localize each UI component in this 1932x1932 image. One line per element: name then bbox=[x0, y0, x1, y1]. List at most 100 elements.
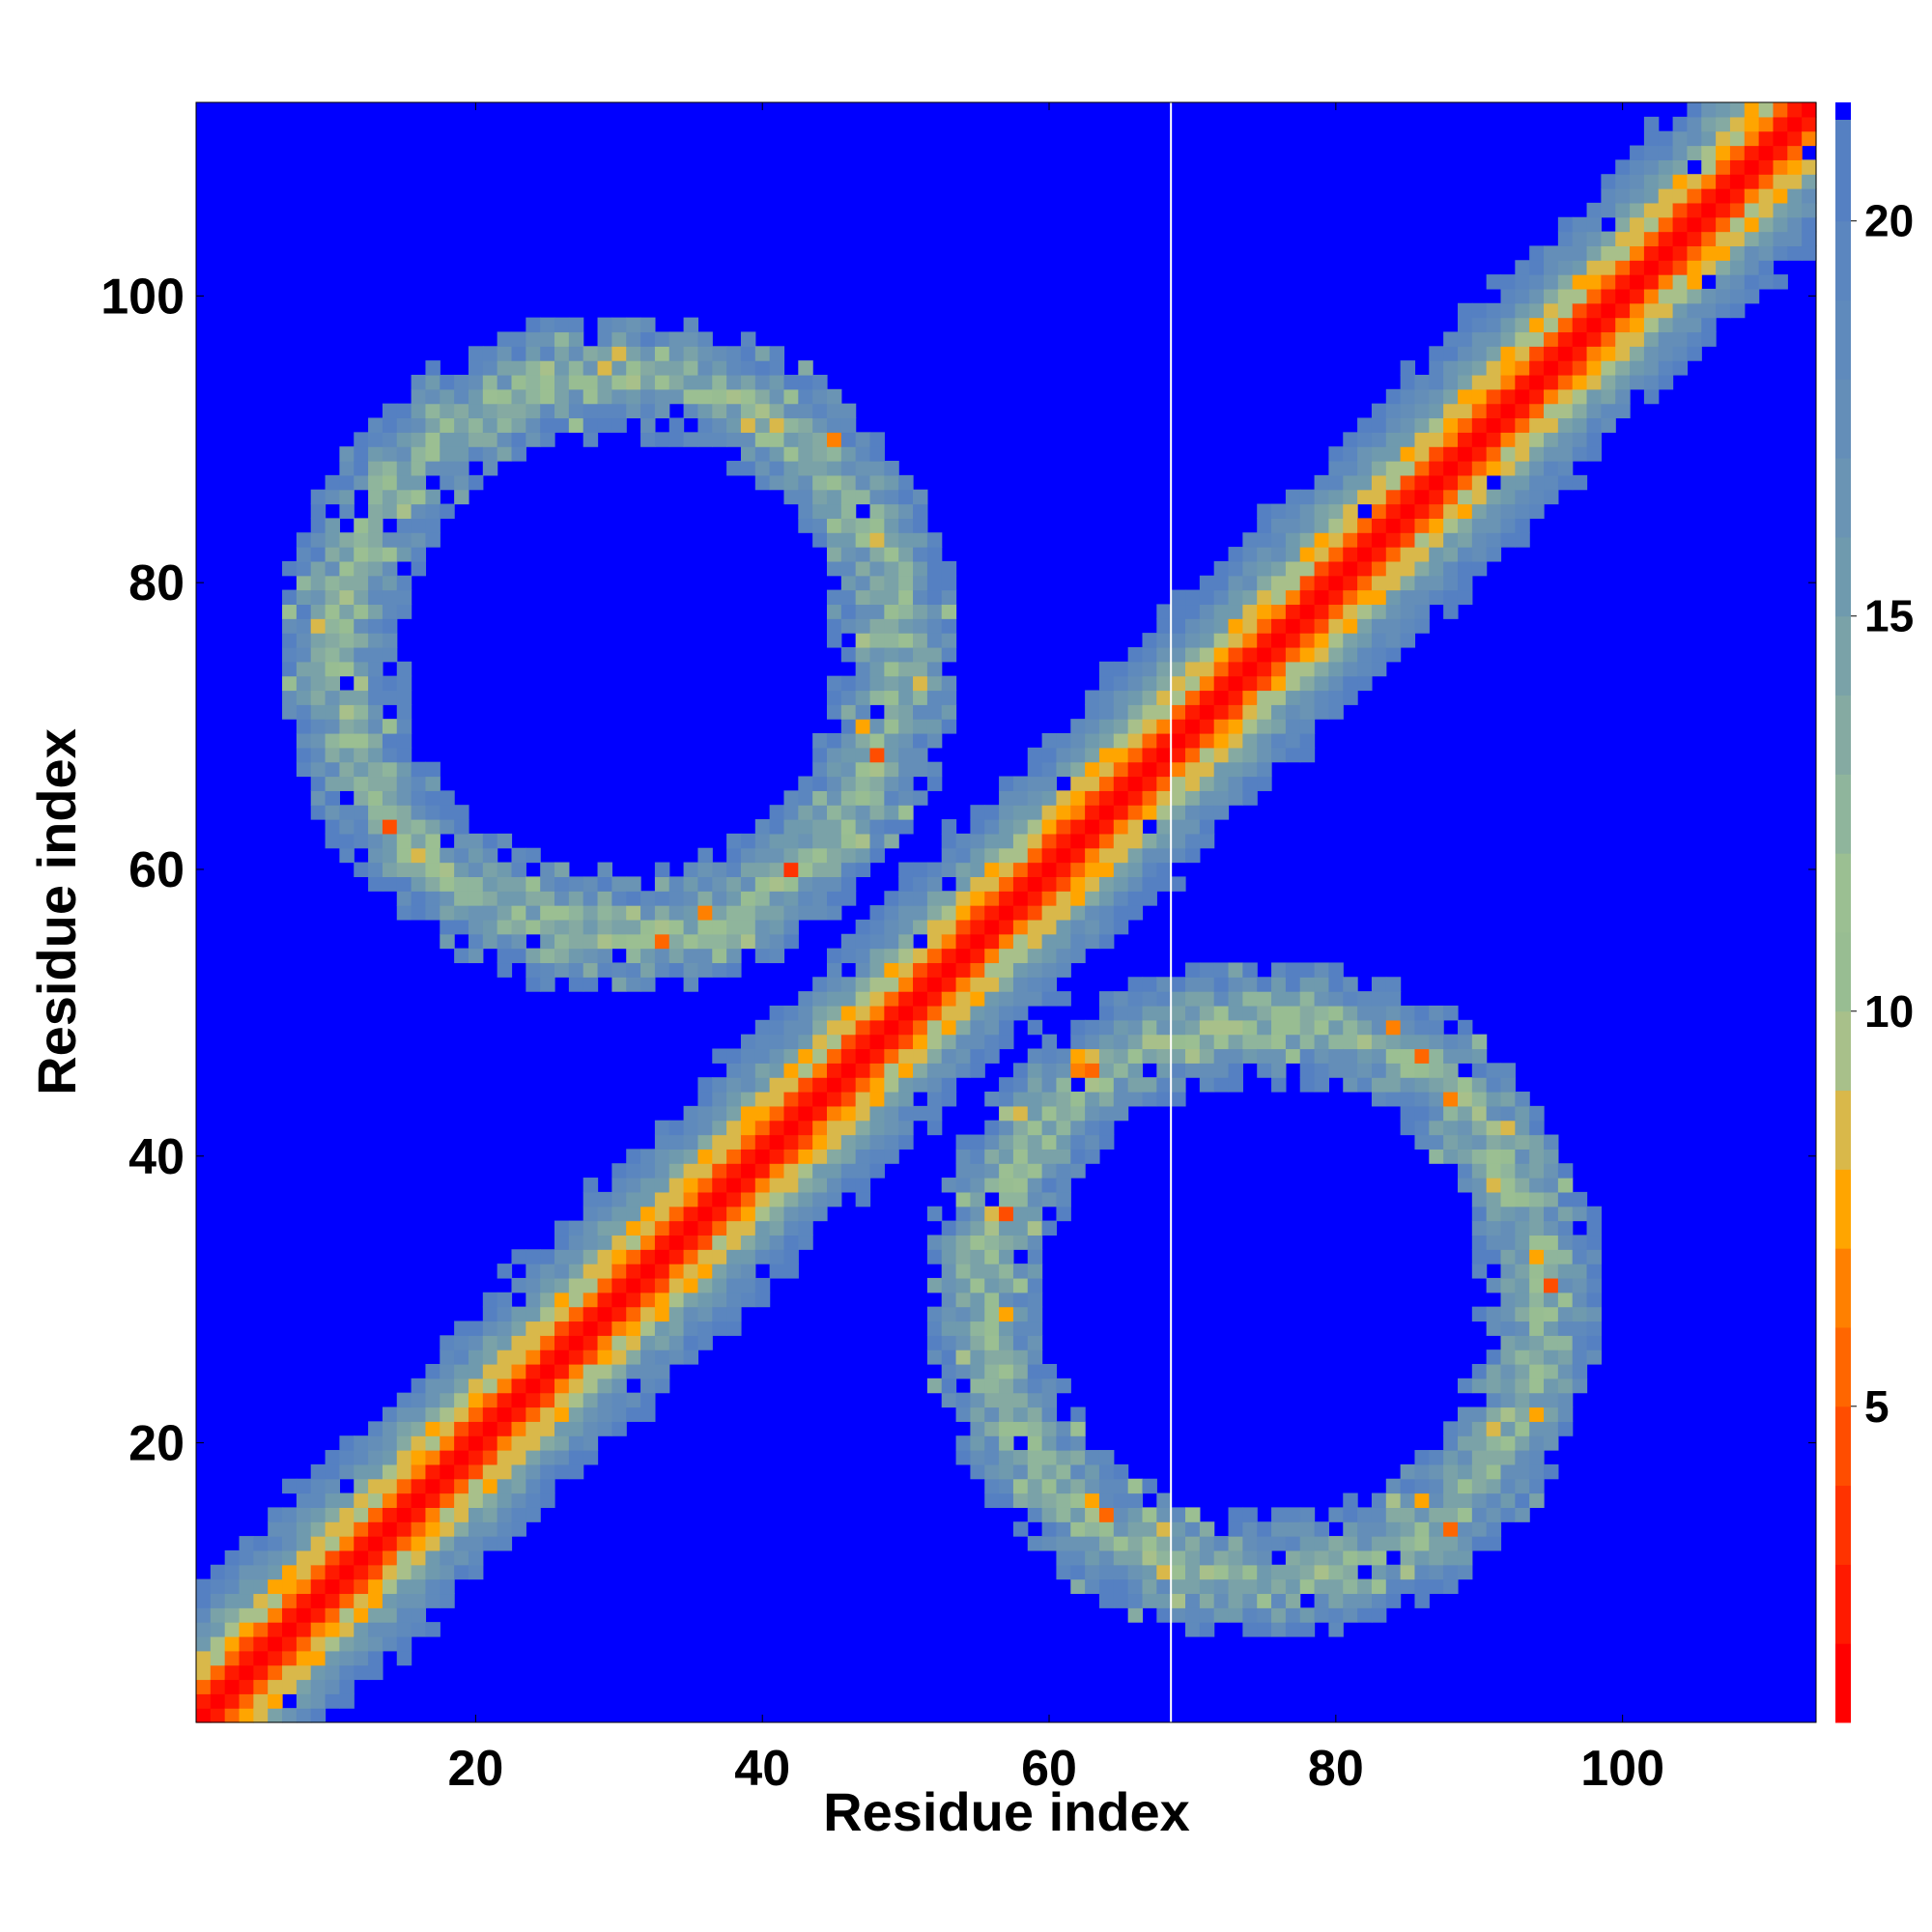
heatmap-cell bbox=[1085, 1478, 1100, 1494]
heatmap-cell bbox=[382, 776, 398, 791]
heatmap-cell bbox=[640, 977, 656, 992]
heatmap-cell bbox=[869, 589, 885, 606]
heatmap-cell bbox=[840, 1019, 857, 1036]
heatmap-cell bbox=[339, 719, 355, 734]
heatmap-cell bbox=[310, 1578, 327, 1595]
heatmap-cell bbox=[382, 1406, 398, 1422]
heatmap-cell bbox=[1457, 547, 1473, 562]
heatmap-cell bbox=[554, 1392, 570, 1408]
heatmap-cell bbox=[855, 518, 871, 533]
heatmap-cell bbox=[396, 790, 412, 806]
heatmap-cell bbox=[783, 461, 799, 476]
heatmap-cell bbox=[1557, 1306, 1574, 1322]
heatmap-cell bbox=[554, 1350, 570, 1365]
heatmap-cell bbox=[913, 962, 928, 978]
heatmap-cell bbox=[1557, 1335, 1574, 1350]
heatmap-cell bbox=[999, 1350, 1014, 1365]
heatmap-cell bbox=[1299, 977, 1316, 992]
heatmap-cell bbox=[1041, 1105, 1058, 1122]
heatmap-cell bbox=[654, 1264, 670, 1279]
heatmap-cell bbox=[1343, 618, 1358, 634]
heatmap-cell bbox=[1012, 1277, 1029, 1293]
heatmap-cell bbox=[668, 948, 685, 964]
heatmap-cell bbox=[497, 905, 513, 921]
heatmap-cell bbox=[970, 1063, 985, 1078]
heatmap-cell bbox=[1171, 847, 1186, 864]
heatmap-cell bbox=[1557, 1277, 1574, 1293]
heatmap-cell bbox=[955, 1235, 971, 1250]
heatmap-cell bbox=[1385, 1578, 1402, 1595]
heatmap-cell bbox=[497, 1478, 513, 1494]
heatmap-cell bbox=[955, 919, 971, 935]
heatmap-cell bbox=[382, 618, 398, 634]
heatmap-cell bbox=[511, 1521, 526, 1537]
heatmap-cell bbox=[1500, 360, 1516, 376]
heatmap-cell bbox=[654, 1163, 670, 1179]
heatmap-cell bbox=[668, 962, 685, 978]
heatmap-cell bbox=[1299, 547, 1316, 562]
heatmap-cell bbox=[884, 1034, 899, 1050]
heatmap-cell bbox=[869, 719, 885, 734]
heatmap-cell bbox=[1085, 919, 1100, 935]
heatmap-cell bbox=[411, 1549, 427, 1566]
heatmap-cell bbox=[611, 1321, 627, 1336]
heatmap-cell bbox=[1414, 1048, 1430, 1064]
heatmap-cell bbox=[683, 948, 699, 964]
heatmap-cell bbox=[812, 761, 828, 778]
heatmap-cell bbox=[382, 489, 398, 505]
heatmap-cell bbox=[1070, 1120, 1086, 1136]
heatmap-cell bbox=[1127, 690, 1144, 705]
heatmap-cell bbox=[869, 1105, 885, 1122]
heatmap-cell bbox=[1127, 1578, 1144, 1595]
heatmap-cell bbox=[1027, 862, 1043, 877]
heatmap-cell bbox=[1257, 1048, 1272, 1064]
heatmap-cell bbox=[1515, 374, 1530, 390]
heatmap-cell bbox=[754, 1048, 771, 1064]
heatmap-cell bbox=[1228, 690, 1243, 705]
heatmap-cell bbox=[1142, 805, 1157, 820]
heatmap-cell bbox=[1328, 962, 1344, 978]
heatmap-cell bbox=[984, 977, 1000, 992]
heatmap-cell bbox=[1544, 1363, 1559, 1379]
heatmap-cell bbox=[210, 1635, 226, 1652]
heatmap-cell bbox=[1041, 1463, 1058, 1480]
heatmap-cell bbox=[640, 432, 656, 447]
heatmap-cell bbox=[310, 547, 327, 562]
heatmap-cell bbox=[884, 790, 899, 806]
heatmap-cell bbox=[1012, 1005, 1029, 1021]
heatmap-cell bbox=[1429, 388, 1444, 405]
heatmap-cell bbox=[354, 1492, 369, 1508]
heatmap-cell bbox=[454, 805, 469, 820]
heatmap-cell bbox=[1098, 719, 1115, 734]
heatmap-cell bbox=[1701, 102, 1717, 118]
heatmap-cell bbox=[1127, 905, 1144, 921]
heatmap-cell bbox=[1357, 446, 1373, 462]
heatmap-cell bbox=[1041, 1063, 1058, 1078]
heatmap-cell bbox=[1127, 1507, 1144, 1522]
heatmap-cell bbox=[1027, 1206, 1043, 1222]
heatmap-cell bbox=[970, 1034, 985, 1050]
heatmap-cell bbox=[597, 317, 612, 333]
heatmap-cell bbox=[1500, 1191, 1516, 1208]
heatmap-cell bbox=[1098, 1034, 1115, 1050]
heatmap-cell bbox=[339, 776, 355, 791]
heatmap-cell bbox=[440, 862, 455, 877]
heatmap-cell bbox=[1299, 560, 1316, 577]
heatmap-cell bbox=[1228, 1564, 1243, 1580]
heatmap-cell bbox=[1457, 1406, 1473, 1422]
heatmap-cell bbox=[1400, 1077, 1416, 1093]
heatmap-cell bbox=[468, 948, 484, 964]
heatmap-cell bbox=[754, 905, 771, 921]
heatmap-cell bbox=[884, 919, 899, 935]
heatmap-cell bbox=[382, 690, 398, 705]
heatmap-cell bbox=[1486, 417, 1502, 433]
heatmap-cell bbox=[310, 719, 327, 734]
heatmap-cell bbox=[769, 1191, 785, 1208]
heatmap-cell bbox=[382, 719, 398, 734]
heatmap-cell bbox=[1156, 1092, 1172, 1107]
heatmap-cell bbox=[511, 1249, 526, 1264]
heatmap-cell bbox=[855, 1178, 871, 1193]
heatmap-cell bbox=[683, 1321, 699, 1336]
heatmap-cell bbox=[1385, 618, 1402, 634]
heatmap-cell bbox=[1185, 1063, 1201, 1078]
